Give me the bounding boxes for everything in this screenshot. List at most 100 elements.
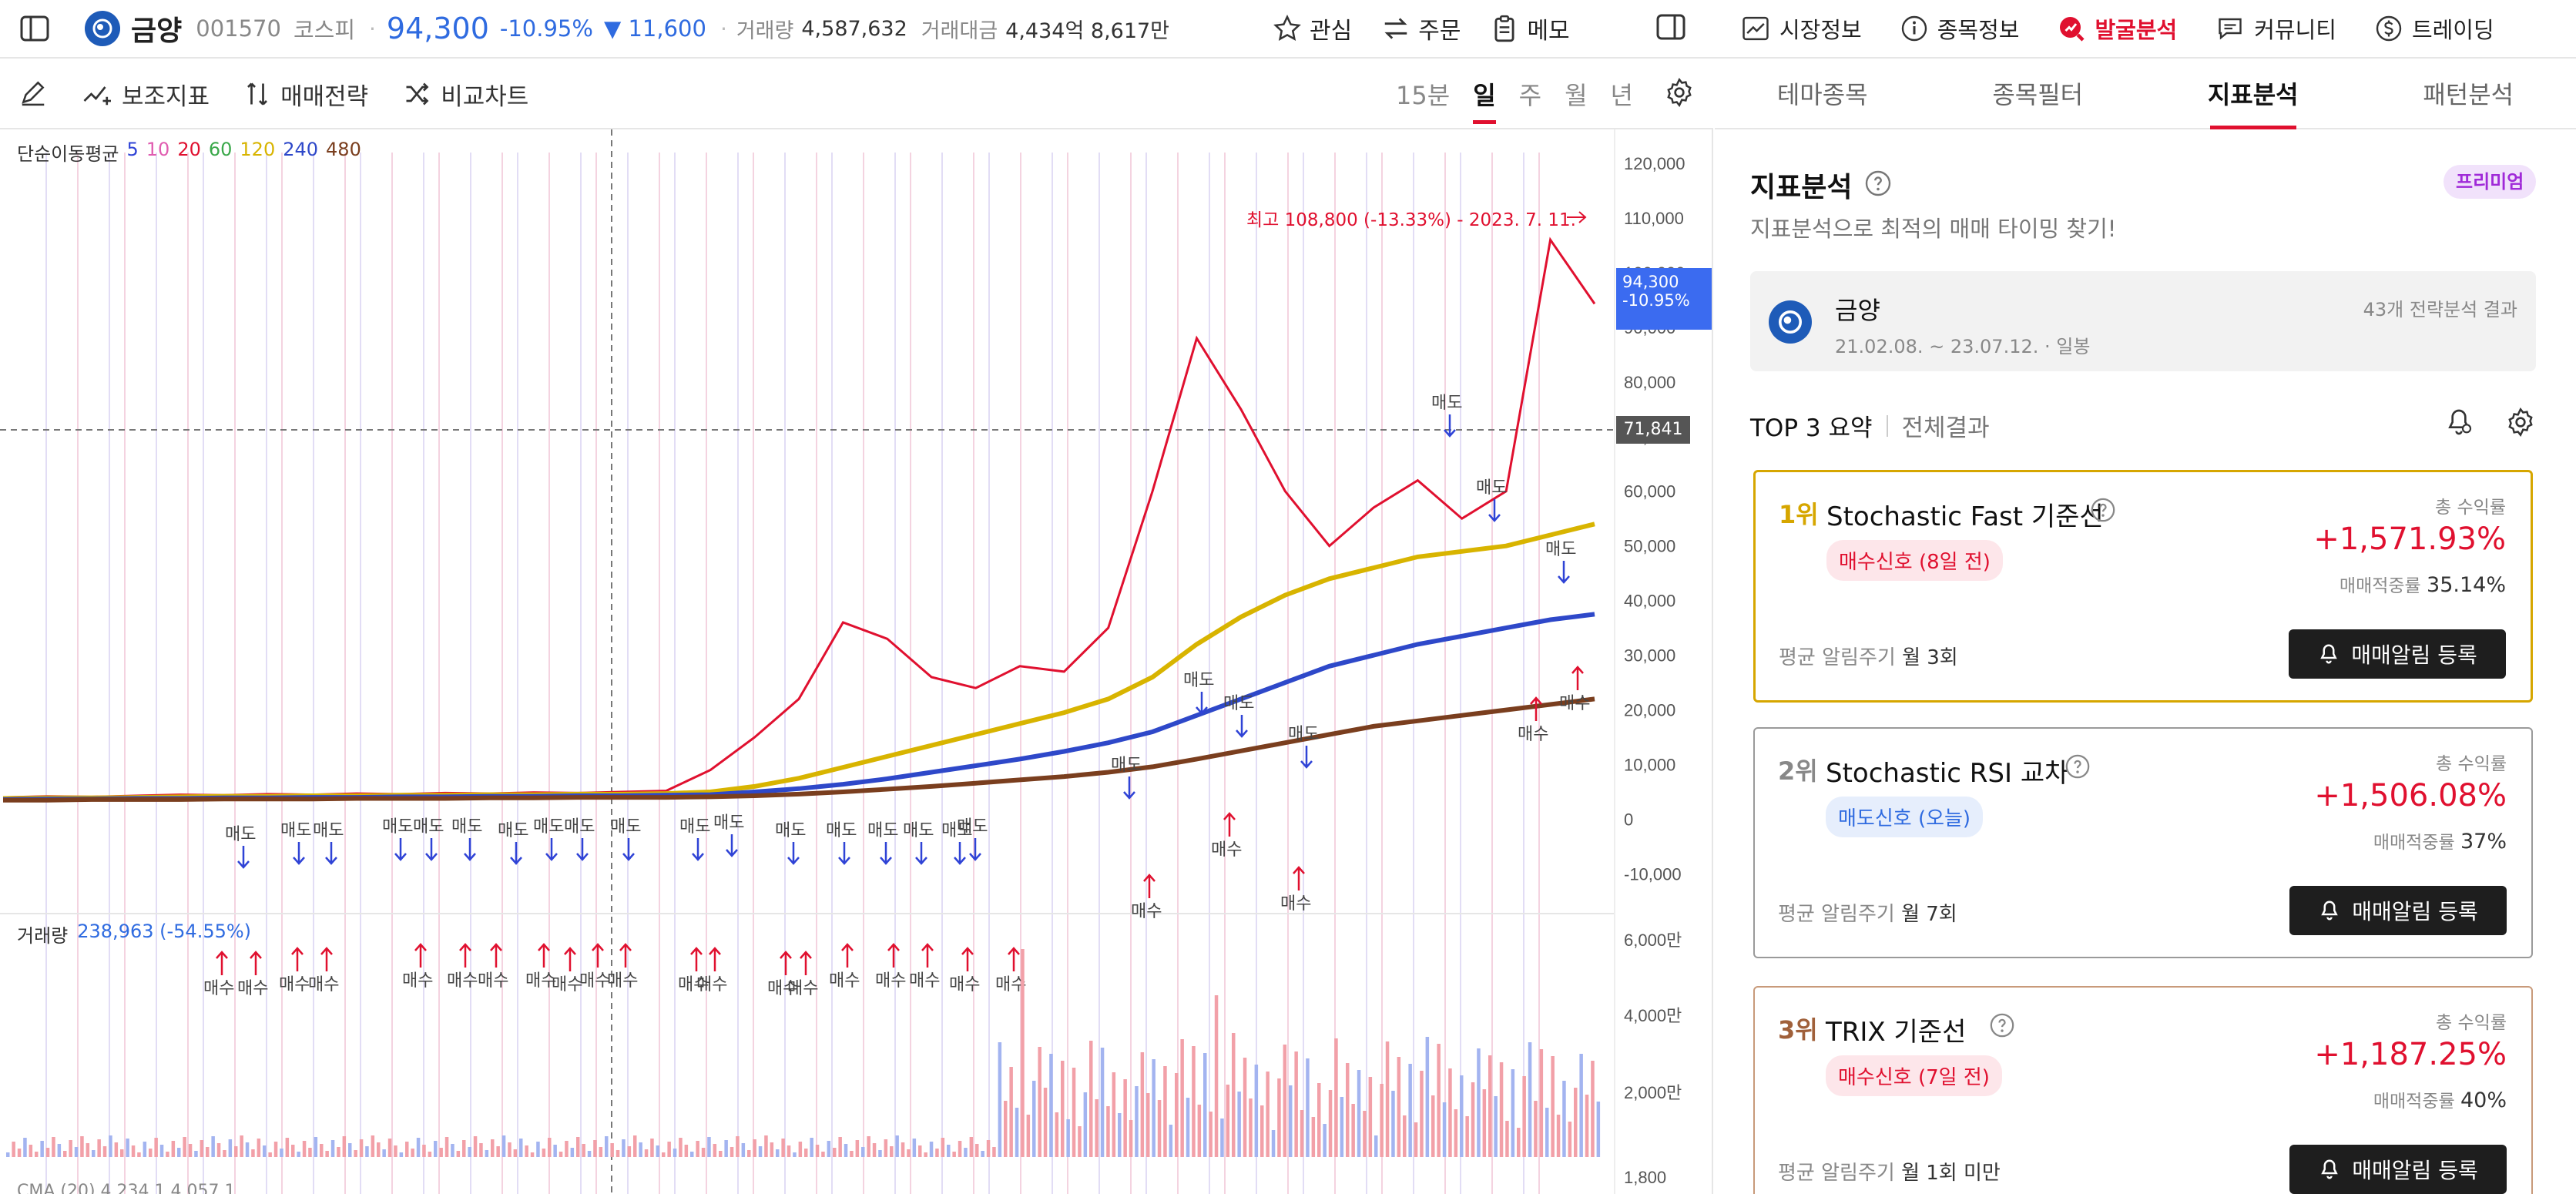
volume-bar [416, 1138, 421, 1157]
nav-discovery[interactable]: 발굴분석 [2058, 12, 2177, 45]
volume-bar [57, 1144, 62, 1157]
alarm-button-2[interactable]: 매매알림 등록 [2289, 886, 2507, 935]
sell-arrow [1488, 499, 1501, 522]
sell-arrow [425, 838, 438, 861]
buy-signal-label: 매수 [1211, 840, 1242, 859]
price-chart[interactable]: 120,000110,000100,00090,00080,00070,0006… [0, 129, 1712, 1194]
tab-pattern[interactable]: 패턴분석 [2423, 80, 2514, 109]
help-icon[interactable] [2064, 753, 2091, 783]
chart-settings-icon[interactable] [1664, 77, 1695, 111]
volume-bar [194, 1151, 198, 1157]
sell-arrow [915, 842, 927, 865]
panel-toggle-icon[interactable] [1656, 14, 1685, 43]
profit-label-3: 총 수익률 [2436, 1013, 2507, 1033]
nav-stock-info-label: 종목정보 [1937, 17, 2020, 43]
volume-bar [251, 1149, 255, 1157]
buy-signal-label: 매수 [525, 971, 556, 990]
nav-market-info[interactable]: 시장정보 [1741, 12, 1862, 45]
help-icon[interactable] [2090, 497, 2116, 526]
period-week[interactable]: 주 [1518, 81, 1542, 110]
volume-bar [399, 1152, 404, 1157]
tab-indicator[interactable]: 지표분석 [2145, 60, 2361, 128]
sell-signal-label: 매도 [1223, 693, 1254, 713]
order-button[interactable]: 주문 [1381, 12, 1461, 45]
volume-bar [861, 1147, 865, 1157]
volume-bar [1089, 1041, 1093, 1157]
bell-settings-icon[interactable] [2444, 407, 2474, 441]
tab-theme[interactable]: 테마종목 [1776, 80, 1868, 109]
price-tick-label: 0 [1624, 810, 1633, 829]
volume-bar [1511, 1069, 1515, 1157]
nav-stock-info[interactable]: 종목정보 [1900, 12, 2020, 45]
cycle-value-1: 월 3회 [1902, 646, 1958, 669]
ma-title: 단순이동평균 [17, 143, 119, 165]
period-month[interactable]: 월 [1565, 81, 1588, 110]
tab-filter[interactable]: 종목필터 [1992, 80, 2084, 109]
chart-area[interactable]: 120,000110,000100,00090,00080,00070,0006… [0, 129, 1713, 1194]
price-tick-label: 40,000 [1624, 592, 1675, 611]
nav-community[interactable]: 커뮤니티 [2215, 12, 2336, 45]
volume-bar [1083, 1092, 1088, 1157]
buy-arrow [291, 947, 304, 971]
volume-bar [684, 1145, 689, 1157]
period-year[interactable]: 년 [1610, 81, 1633, 110]
volume-bar [929, 1142, 934, 1157]
watch-button[interactable]: 관심 [1273, 12, 1352, 45]
volume-bar [1032, 1081, 1036, 1157]
settings-icon[interactable] [2505, 407, 2536, 441]
price-tick-label: 110,000 [1624, 209, 1684, 228]
volume-tick-label: 6,000만 [1624, 931, 1682, 950]
strategy-card-2[interactable]: 2위 Stochastic RSI 교차 매도신호 (오늘) 총 수익률 +1,… [1753, 727, 2533, 958]
volume-bar [907, 1149, 911, 1157]
volume-bar [1317, 1083, 1321, 1157]
volume-bar [263, 1145, 267, 1157]
volume-bar [810, 1138, 813, 1157]
indicator-button[interactable]: 보조지표 [82, 77, 210, 112]
sell-signal-label: 매도 [564, 817, 595, 836]
buy-arrow [921, 943, 934, 968]
volume-bar [422, 1145, 426, 1157]
all-results-link[interactable]: 전체결과 [1901, 414, 1990, 442]
volume-bar [1066, 1119, 1070, 1157]
memo-button[interactable]: 메모 [1490, 12, 1570, 45]
buy-signal-label: 매수 [203, 978, 234, 998]
buy-arrow [490, 943, 502, 968]
strategy-card-1[interactable]: 1위 Stochastic Fast 기준선 매수신호 (8일 전) 총 수익률… [1753, 470, 2533, 703]
volume-bar [656, 1145, 660, 1157]
alarm-button-3[interactable]: 매매알림 등록 [2289, 1145, 2507, 1194]
volume-bar [1152, 1059, 1156, 1157]
volume-bar [758, 1146, 763, 1157]
volume-bar [633, 1135, 637, 1157]
sell-arrow [464, 838, 476, 861]
sell-signal-label: 매도 [826, 820, 857, 840]
volume-bar [308, 1148, 312, 1157]
buy-signal-label: 매수 [607, 971, 638, 990]
period-day[interactable]: 일 [1473, 76, 1497, 124]
bottom-indicator-peek: CMA (20) 4,234.1 4,057.1 [17, 1182, 236, 1194]
compare-button[interactable]: 비교차트 [402, 77, 528, 112]
volume-bar [1249, 1098, 1253, 1157]
sidebar-toggle-icon[interactable] [0, 0, 69, 58]
volume-bar [644, 1149, 649, 1157]
draw-tool-icon[interactable] [18, 78, 48, 110]
nav-trading[interactable]: 트레이딩 [2375, 12, 2494, 45]
volume-bar [673, 1149, 677, 1157]
top3-label[interactable]: TOP 3 요약 [1750, 414, 1873, 442]
strategy-card-3[interactable]: 3위 TRIX 기준선 매수신호 (7일 전) 총 수익률 +1,187.25%… [1753, 986, 2533, 1194]
buy-signal-label: 매수 [696, 974, 727, 994]
help-icon[interactable] [1864, 169, 1892, 200]
volume-bar [137, 1152, 141, 1157]
volume-bar [838, 1137, 842, 1157]
help-icon[interactable] [1989, 1012, 2015, 1041]
volume-bar [639, 1142, 642, 1157]
volume-bar [302, 1141, 307, 1157]
alarm-button-1[interactable]: 매매알림 등록 [2289, 629, 2506, 679]
cycle-2: 평균 알림주기 월 7회 [1778, 898, 1957, 927]
sell-arrow [394, 838, 407, 861]
volume-bar [1118, 1113, 1122, 1157]
panel-title: 지표분석 [1750, 172, 1853, 203]
strategy-button[interactable]: 매매전략 [243, 77, 368, 112]
period-15m[interactable]: 15분 [1396, 81, 1451, 110]
volume-bar [781, 1139, 785, 1157]
volume-bar [1522, 1076, 1526, 1157]
